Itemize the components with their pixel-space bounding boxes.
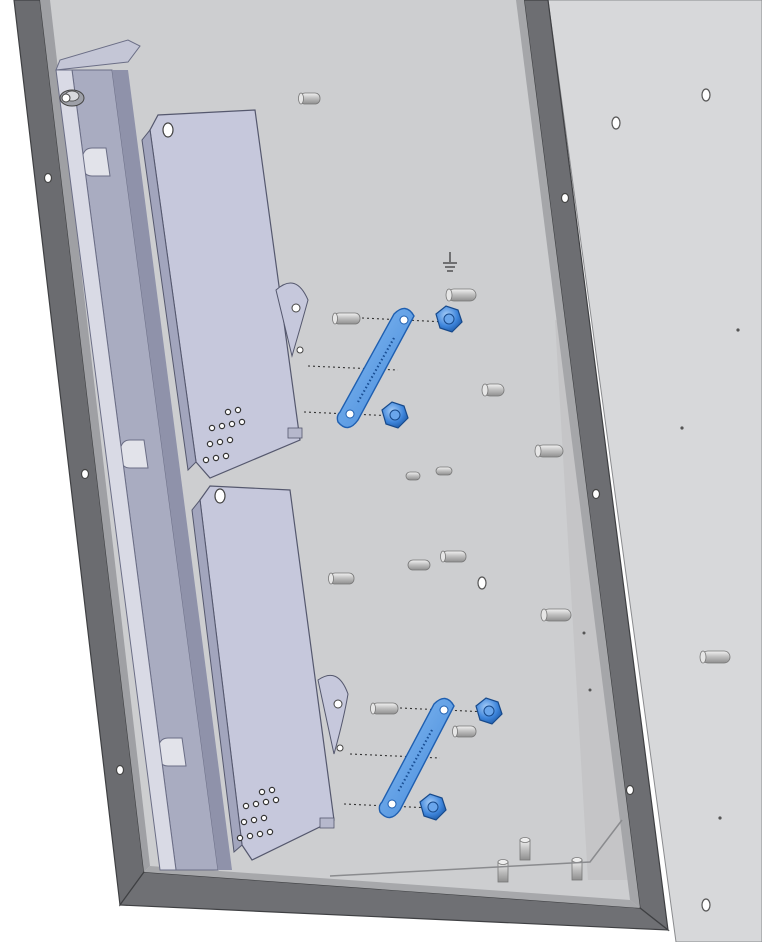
nut-upper-1 [435,305,463,333]
frame-left-holes [43,172,125,776]
upper-vent-holes [202,406,246,464]
stud [298,92,321,105]
right-side-panel [547,0,762,942]
frame-right-holes [560,192,635,796]
rail-top-bolt [59,89,85,107]
ground-symbol-icon [443,252,457,272]
nut-lower-2 [419,793,447,821]
stud [481,383,505,397]
tray-posts [497,837,583,883]
panel-dots [582,631,592,692]
stud [540,608,572,622]
rail-top-cap [55,39,141,71]
nut-lower-1 [475,697,503,725]
lower-vent-holes [236,786,280,842]
mounting-rail-shadow [112,70,232,870]
frame-bottom-inner-edge [144,866,640,908]
panel-studs [298,92,572,738]
nut-upper-2 [381,401,409,429]
stud [407,559,431,571]
stud [370,702,399,715]
stud [445,288,477,302]
stud [405,471,421,481]
frame-left-inner-edge [40,0,150,872]
stud [332,312,361,325]
rail-front-lip [55,69,177,871]
lower-bracket [191,485,349,861]
tray-edge [329,819,623,877]
panel-holes [477,116,621,590]
stud [328,572,355,585]
upper-bracket [141,109,309,479]
stud [440,550,467,563]
side-panel-stud [699,650,731,664]
stud [452,725,477,738]
strap-upper [336,307,415,429]
side-panel-dots [680,328,740,820]
frame-right-inner-edge [516,0,640,908]
rail-cutouts [81,147,187,767]
stud [435,466,453,476]
stud [534,444,564,458]
strap-lower [378,697,455,819]
side-panel-holes [701,88,711,912]
